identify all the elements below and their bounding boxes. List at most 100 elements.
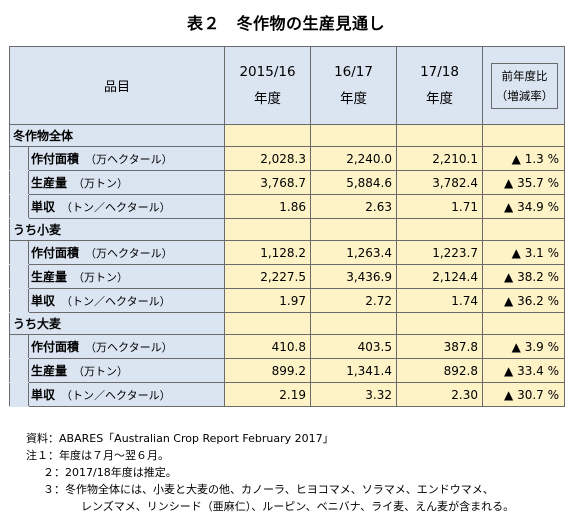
row-item-name: 生産量 xyxy=(31,270,68,284)
section-row: 冬作物全体 xyxy=(8,124,566,147)
table-row: 単収 （トン／ヘクタール） 1.86 2.63 1.71 ▲ 34.9 % xyxy=(9,194,566,219)
value-cell-year-2: 1,341.4 xyxy=(310,358,398,383)
row-item-name: 単収 xyxy=(31,388,56,402)
value-cell-year-2: 3,436.9 xyxy=(310,264,398,289)
row-indent xyxy=(9,358,29,383)
value-cell-year-1: 2,227.5 xyxy=(224,264,312,289)
row-indent xyxy=(9,194,29,219)
value-cell-year-1: 1.86 xyxy=(224,194,312,219)
value-cell-year-3: 892.8 xyxy=(396,358,484,383)
note-2: ２：2017/18年度は推定。 xyxy=(43,466,177,479)
row-item-unit: （万トン） xyxy=(73,365,129,378)
section-empty-cell xyxy=(310,218,398,241)
row-item-name: 作付面積 xyxy=(31,152,80,166)
row-indent xyxy=(9,240,29,265)
row-item-unit: （万トン） xyxy=(73,177,129,190)
row-item-unit: （トン／ヘクタール） xyxy=(61,201,171,214)
row-item-cell: 単収 （トン／ヘクタール） xyxy=(27,382,226,407)
section-empty-cell xyxy=(482,218,566,241)
header-year-2016: 16/17 年度 xyxy=(310,46,398,125)
value-cell-year-2: 1,263.4 xyxy=(310,240,398,265)
change-cell: ▲ 30.7 % xyxy=(482,382,566,407)
value-cell-year-3: 2,124.4 xyxy=(396,264,484,289)
section-empty-cell xyxy=(396,218,484,241)
value-cell-year-1: 2,028.3 xyxy=(224,146,312,171)
row-item-unit: （トン／ヘクタール） xyxy=(61,295,171,308)
value-cell-year-2: 3.32 xyxy=(310,382,398,407)
value-cell-year-2: 2.63 xyxy=(310,194,398,219)
value-cell-year-3: 3,782.4 xyxy=(396,170,484,195)
section-row: うち大麦 xyxy=(8,312,566,335)
header-change-line1: 前年度比 xyxy=(501,68,548,83)
row-item-cell: 単収 （トン／ヘクタール） xyxy=(27,194,226,219)
row-item-name: 生産量 xyxy=(31,176,68,190)
table-row: 作付面積 （万ヘクタール） 410.8 403.5 387.8 ▲ 3.9 % xyxy=(9,334,566,359)
row-item-cell: 単収 （トン／ヘクタール） xyxy=(27,288,226,313)
section-label: うち小麦 xyxy=(8,218,225,241)
note-3: ３：冬作物全体には、小麦と大麦の他、カノーラ、ヒヨコマメ、ソラマメ、エンドウマメ… xyxy=(43,483,494,496)
table-row: 生産量 （万トン） 3,768.7 5,884.6 3,782.4 ▲ 35.7 % xyxy=(9,170,566,195)
row-item-cell: 作付面積 （万ヘクタール） xyxy=(27,146,226,171)
row-item-name: 単収 xyxy=(31,294,56,308)
value-cell-year-2: 2,240.0 xyxy=(310,146,398,171)
table-header-row: 品目 2015/16 年度 16/17 年度 17/18 年度 前年度比 （増減… xyxy=(8,46,566,125)
value-cell-year-1: 410.8 xyxy=(224,334,312,359)
section-empty-cell xyxy=(396,124,484,147)
table-row: 生産量 （万トン） 2,227.5 3,436.9 2,124.4 ▲ 38.2 % xyxy=(9,264,566,289)
row-item-name: 単収 xyxy=(31,200,56,214)
value-cell-year-3: 1.71 xyxy=(396,194,484,219)
value-cell-year-1: 3,768.7 xyxy=(224,170,312,195)
row-item-name: 作付面積 xyxy=(31,246,80,260)
header-item: 品目 xyxy=(8,46,226,125)
note-3-continued: レンズマメ、リンシード（亜麻仁）、ルーピン、ベニバナ、ライ麦、えん麦が含まれる。 xyxy=(81,500,515,513)
row-item-unit: （万ヘクタール） xyxy=(85,153,173,166)
source-note: 資料：ABARES「Australian Crop Report Februar… xyxy=(26,432,334,445)
row-item-unit: （万ヘクタール） xyxy=(85,341,173,354)
section-empty-cell xyxy=(224,218,312,241)
row-item-unit: （万トン） xyxy=(73,271,129,284)
value-cell-year-2: 5,884.6 xyxy=(310,170,398,195)
section-label: 冬作物全体 xyxy=(8,124,225,147)
footnotes: 資料：ABARES「Australian Crop Report Februar… xyxy=(26,430,514,515)
value-cell-year-1: 2.19 xyxy=(224,382,312,407)
value-cell-year-1: 1.97 xyxy=(224,288,312,313)
row-indent xyxy=(9,382,29,407)
header-change-box: 前年度比 （増減率） xyxy=(491,62,559,109)
row-indent xyxy=(9,264,29,289)
note-1: 注１：年度は７月～翌６月。 xyxy=(26,449,169,462)
section-empty-cell xyxy=(482,312,566,335)
row-indent xyxy=(9,288,29,313)
section-empty-cell xyxy=(310,312,398,335)
header-year-2015: 2015/16 年度 xyxy=(224,46,312,125)
value-cell-year-2: 403.5 xyxy=(310,334,398,359)
row-item-name: 生産量 xyxy=(31,364,68,378)
row-indent xyxy=(9,170,29,195)
value-cell-year-3: 1,223.7 xyxy=(396,240,484,265)
header-year-2015-line2: 年度 xyxy=(254,90,282,107)
value-cell-year-3: 387.8 xyxy=(396,334,484,359)
row-item-name: 作付面積 xyxy=(31,340,80,354)
value-cell-year-2: 2.72 xyxy=(310,288,398,313)
table-row: 単収 （トン／ヘクタール） 1.97 2.72 1.74 ▲ 36.2 % xyxy=(9,288,566,313)
row-item-cell: 作付面積 （万ヘクタール） xyxy=(27,240,226,265)
value-cell-year-1: 899.2 xyxy=(224,358,312,383)
row-item-cell: 生産量 （万トン） xyxy=(27,170,226,195)
row-indent xyxy=(9,334,29,359)
change-cell: ▲ 35.7 % xyxy=(482,170,566,195)
change-cell: ▲ 3.1 % xyxy=(482,240,566,265)
header-year-2017: 17/18 年度 xyxy=(396,46,484,125)
page-title: 表２ 冬作物の生産見通し xyxy=(186,14,385,33)
section-empty-cell xyxy=(482,124,566,147)
value-cell-year-3: 2,210.1 xyxy=(396,146,484,171)
table-row: 作付面積 （万ヘクタール） 2,028.3 2,240.0 2,210.1 ▲ 1.3 % xyxy=(9,146,566,171)
section-empty-cell xyxy=(310,124,398,147)
header-year-2015-line1: 2015/16 xyxy=(239,63,296,80)
section-row: うち小麦 xyxy=(8,218,566,241)
header-year-2017-line2: 年度 xyxy=(426,90,454,107)
table-row: 単収 （トン／ヘクタール） 2.19 3.32 2.30 ▲ 30.7 % xyxy=(9,382,566,407)
change-cell: ▲ 1.3 % xyxy=(482,146,566,171)
change-cell: ▲ 38.2 % xyxy=(482,264,566,289)
change-cell: ▲ 34.9 % xyxy=(482,194,566,219)
table-row: 作付面積 （万ヘクタール） 1,128.2 1,263.4 1,223.7 ▲ 3.1 % xyxy=(9,240,566,265)
change-cell: ▲ 36.2 % xyxy=(482,288,566,313)
